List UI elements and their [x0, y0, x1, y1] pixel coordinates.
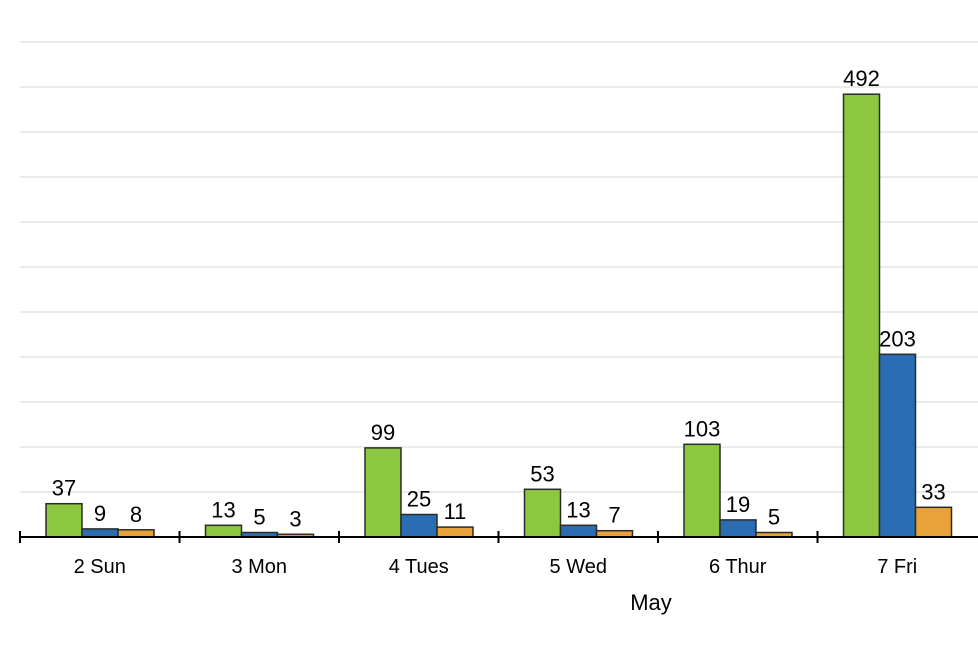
data-label: 13 — [566, 497, 590, 522]
bar-3-7-fri — [914, 506, 953, 538]
x-tick-label: 2 Sun — [74, 556, 126, 578]
data-label: 5 — [768, 505, 780, 530]
data-label: 103 — [684, 416, 721, 441]
data-label: 19 — [726, 492, 750, 517]
data-label: 9 — [94, 501, 106, 526]
x-tick-label: 3 Mon — [231, 556, 287, 578]
data-label: 53 — [530, 461, 554, 486]
bar-1-3-mon — [204, 524, 243, 538]
x-tick-label: 6 Thur — [709, 556, 767, 578]
x-tick-label: 5 Wed — [550, 556, 607, 578]
data-label: 203 — [879, 326, 916, 351]
bar-1-5-wed — [523, 488, 562, 538]
x-tick-label: 7 Fri — [877, 556, 917, 578]
bars — [45, 93, 953, 538]
data-label: 37 — [52, 476, 76, 501]
bar-2-5-wed — [559, 524, 598, 538]
bar-1-7-fri — [842, 93, 881, 538]
data-label: 25 — [407, 487, 431, 512]
bar-2-4-tues — [400, 513, 438, 538]
bar-2-7-fri — [878, 353, 917, 538]
bar-1-2-sun — [45, 502, 83, 538]
data-label: 5 — [253, 505, 265, 530]
x-tick-labels: 2 Sun 3 Mon 4 Tues 5 Wed 6 Thur 7 Fri — [74, 556, 918, 578]
data-label: 11 — [444, 499, 467, 524]
x-tick-label: 4 Tues — [389, 556, 449, 578]
data-label: 33 — [921, 479, 945, 504]
x-axis-title: May — [630, 590, 672, 615]
data-label: 99 — [371, 420, 395, 445]
bar-3-2-sun — [117, 529, 155, 538]
data-label: 7 — [608, 503, 620, 528]
data-label: 8 — [130, 502, 142, 527]
bar-2-2-sun — [81, 528, 119, 538]
bar-2-6-thur — [719, 519, 757, 538]
bar-3-4-tues — [436, 526, 474, 538]
bar-1-6-thur — [683, 443, 721, 538]
data-label: 13 — [211, 497, 235, 522]
data-label: 3 — [289, 506, 301, 531]
bar-1-4-tues — [364, 447, 402, 538]
gridlines — [20, 41, 978, 493]
data-label: 492 — [843, 66, 880, 91]
x-ticks — [19, 531, 819, 543]
